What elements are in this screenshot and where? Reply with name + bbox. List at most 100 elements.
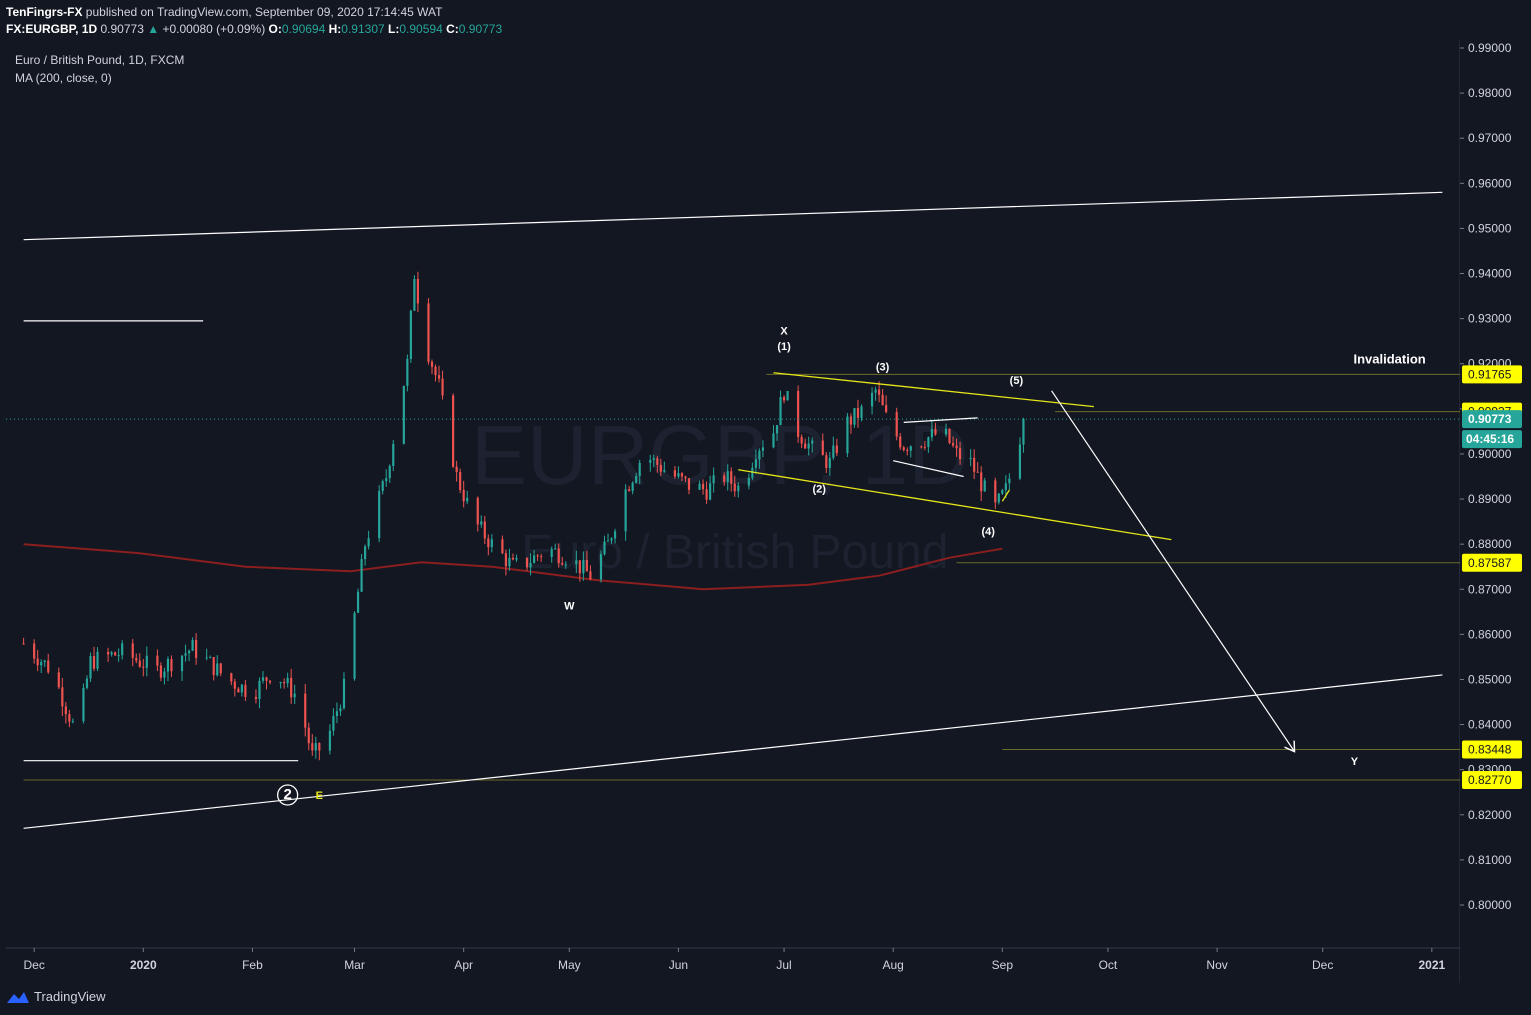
countdown-label: 04:45:16	[1466, 432, 1514, 446]
high-label: H:	[328, 22, 342, 36]
price-tick-label: 0.99000	[1468, 41, 1512, 55]
time-tick-label: Apr	[454, 958, 473, 972]
candle-body	[304, 693, 307, 728]
candle-body	[342, 678, 346, 709]
candle-body	[339, 708, 342, 712]
chart-background	[0, 40, 1531, 983]
candle-body	[353, 612, 356, 679]
open-value: 0.90694	[281, 22, 326, 36]
trend-line	[23, 191, 1443, 241]
price-level-tag	[1462, 771, 1522, 790]
candle-body	[1018, 444, 1022, 479]
candle-body	[254, 696, 258, 700]
candle-body	[508, 557, 511, 567]
candle-body	[22, 643, 25, 645]
candle-body	[578, 560, 581, 574]
candle-body	[452, 395, 455, 467]
price-tick-label: 0.87000	[1468, 582, 1512, 596]
candle-body	[68, 714, 71, 722]
candle-body	[846, 416, 849, 454]
price-axis-bg	[1460, 40, 1531, 983]
time-tick-label: Jul	[776, 958, 791, 972]
candle-body	[216, 663, 219, 676]
price-tick-label: 0.80000	[1468, 898, 1512, 912]
candle-body	[624, 489, 627, 532]
candle-body	[388, 465, 391, 479]
symbol-label: FX:EURGBP, 1D	[6, 22, 98, 36]
candle-body	[951, 443, 955, 446]
candle-body	[258, 680, 261, 700]
legend-indicator[interactable]: MA (200, close, 0)	[15, 71, 112, 85]
candle-body	[659, 464, 662, 472]
candle-body	[406, 358, 409, 386]
candle-body	[61, 687, 64, 707]
candle-body	[997, 493, 1000, 503]
candle-body	[378, 490, 381, 539]
candle-body	[825, 455, 828, 469]
price-level-tag-label: 0.83448	[1468, 742, 1512, 756]
price-level-tag-label: 0.87587	[1468, 556, 1512, 570]
chart-header: TenFingrs-FX published on TradingView.co…	[0, 0, 1531, 40]
candle-body	[529, 562, 532, 568]
candle-body	[356, 591, 360, 613]
candle-body	[466, 497, 469, 502]
candle-body	[532, 555, 536, 563]
candle-body	[554, 548, 557, 550]
candle-body	[166, 658, 170, 672]
candle-body	[107, 651, 110, 655]
candle-body	[57, 672, 60, 688]
time-axis[interactable]: Dec 2020 Feb Mar Apr May Jun Jul Aug Sep Oct Nov Dec…	[23, 948, 1446, 972]
candle-body	[994, 480, 997, 503]
candle-body	[233, 681, 236, 689]
candle-body	[268, 680, 272, 683]
candle-body	[606, 540, 610, 542]
price-level-tag	[1462, 553, 1522, 572]
candle-body	[874, 389, 877, 393]
candle-body	[110, 652, 113, 655]
candle-body	[550, 548, 553, 557]
candle-body	[131, 643, 134, 658]
candle-body	[476, 497, 479, 525]
candle-body	[180, 655, 184, 672]
candle-body	[751, 467, 754, 478]
candle-body	[293, 693, 296, 698]
close-label: C:	[446, 22, 459, 36]
candle-body	[159, 665, 162, 678]
candle-body	[761, 447, 765, 451]
time-tick-label: Dec	[23, 958, 44, 972]
candle-body	[909, 446, 912, 451]
candle-body	[114, 652, 117, 656]
price-axis[interactable]: 0.99000 0.98000 0.97000 0.96000 0.95000 0.940…	[1460, 40, 1531, 983]
candle-body	[899, 436, 902, 448]
wave-label: W	[564, 601, 575, 613]
candle-body	[1001, 490, 1004, 494]
ma-200-line	[23, 543, 1003, 591]
candle-body	[772, 433, 775, 448]
candle-body	[747, 477, 750, 486]
publish-info: TenFingrs-FX published on TradingView.co…	[6, 5, 442, 19]
watermark: EURGBP, 1D Euro / British Pound	[471, 408, 969, 579]
candle-body	[631, 482, 634, 491]
candle-body	[501, 539, 504, 554]
candle-body	[441, 378, 444, 396]
candle-body	[156, 655, 159, 666]
candle-body	[462, 489, 465, 502]
publish-text: published on TradingView.com, September …	[85, 5, 443, 19]
candle-body	[902, 447, 905, 451]
close-value: 0.90773	[458, 22, 503, 36]
candle-body	[832, 445, 835, 458]
candle-body	[613, 531, 617, 539]
candle-body	[381, 481, 384, 491]
candle-body	[927, 437, 930, 447]
author-name[interactable]: TenFingrs-FX	[6, 5, 83, 19]
tradingview-logo[interactable]: TradingView	[6, 989, 106, 1004]
candle-body	[279, 682, 282, 684]
candle-body	[311, 743, 314, 751]
candle-body	[589, 571, 592, 580]
candle-body	[835, 445, 838, 454]
watermark-name: Euro / British Pound	[522, 526, 949, 579]
price-tick-label: 0.94000	[1468, 267, 1512, 281]
candle-body	[881, 394, 884, 406]
candle-body	[504, 553, 508, 567]
